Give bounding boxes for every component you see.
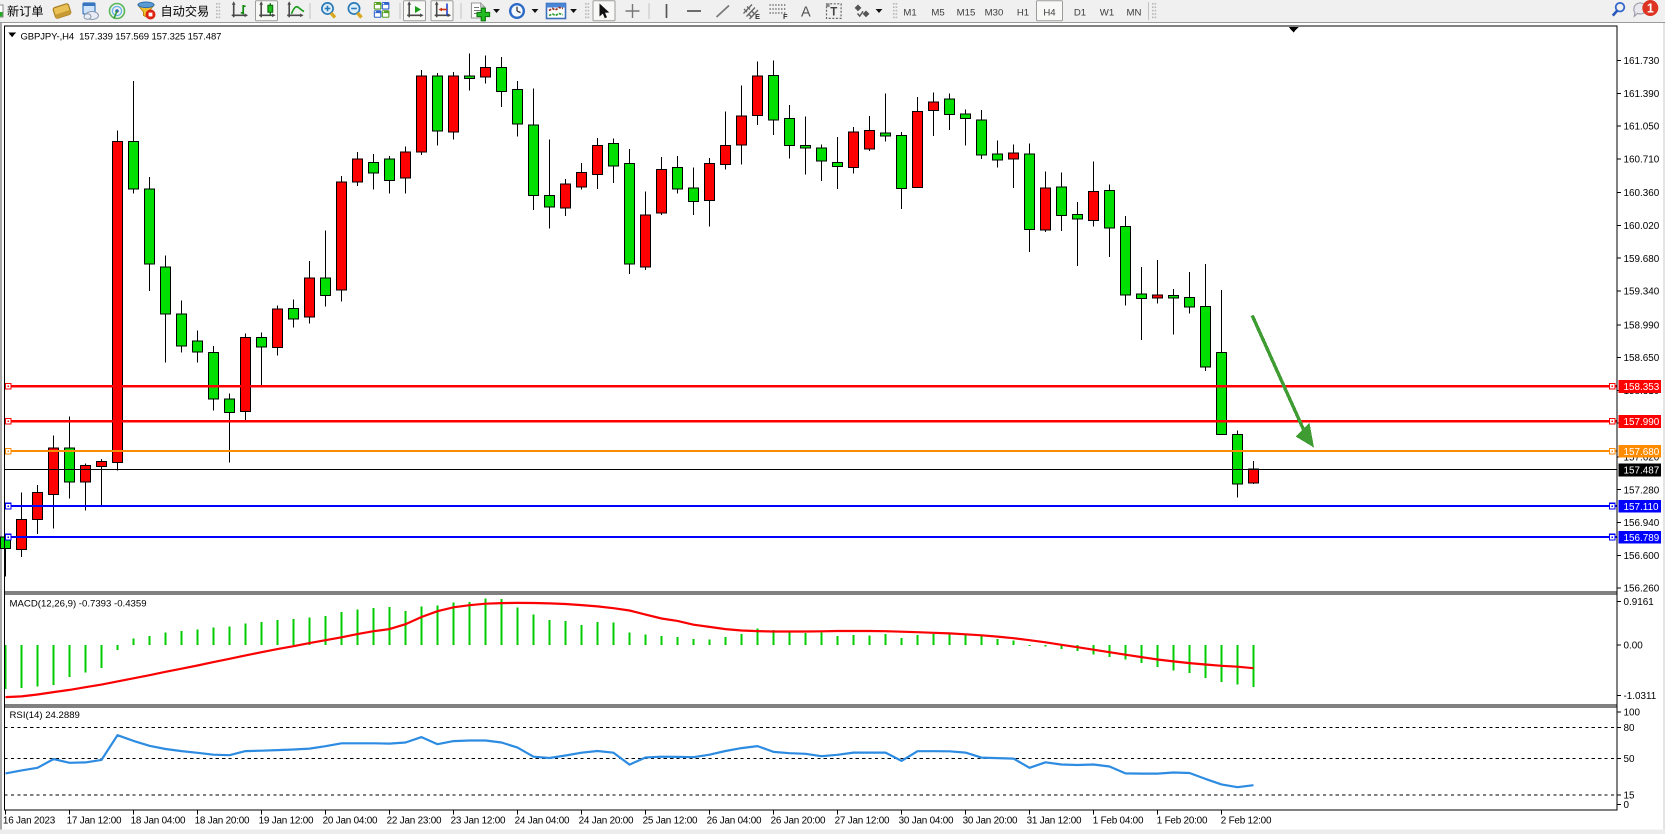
svg-text:31 Jan 12:00: 31 Jan 12:00	[1027, 816, 1082, 827]
svg-text:M30: M30	[985, 7, 1004, 18]
svg-text:18 Jan 04:00: 18 Jan 04:00	[131, 816, 186, 827]
svg-text:50: 50	[1624, 754, 1635, 765]
svg-text:H4: H4	[1043, 7, 1056, 18]
svg-text:25 Jan 12:00: 25 Jan 12:00	[643, 816, 698, 827]
svg-text:1: 1	[1647, 1, 1654, 15]
svg-text:新订单: 新订单	[7, 4, 44, 19]
svg-text:自动交易: 自动交易	[161, 4, 210, 19]
svg-text:157.110: 157.110	[1624, 502, 1659, 513]
svg-text:2 Feb 12:00: 2 Feb 12:00	[1221, 816, 1272, 827]
svg-text:E: E	[755, 12, 760, 21]
svg-text:A: A	[801, 5, 811, 21]
svg-text:MACD(12,26,9) -0.7393 -0.4359: MACD(12,26,9) -0.7393 -0.4359	[10, 598, 147, 609]
svg-text:30 Jan 20:00: 30 Jan 20:00	[963, 816, 1018, 827]
svg-text:100: 100	[1624, 708, 1641, 719]
svg-text:160.710: 160.710	[1624, 155, 1660, 166]
svg-text:159.680: 159.680	[1624, 254, 1660, 265]
svg-text:156.600: 156.600	[1624, 551, 1660, 562]
svg-text:0.9161: 0.9161	[1624, 597, 1655, 608]
svg-text:161.390: 161.390	[1624, 89, 1660, 100]
svg-text:18 Jan 20:00: 18 Jan 20:00	[195, 816, 250, 827]
svg-text:30 Jan 04:00: 30 Jan 04:00	[899, 816, 954, 827]
svg-text:157.280: 157.280	[1624, 485, 1660, 496]
svg-text:24 Jan 04:00: 24 Jan 04:00	[515, 816, 570, 827]
svg-text:27 Jan 12:00: 27 Jan 12:00	[835, 816, 890, 827]
svg-text:-1.0311: -1.0311	[1624, 691, 1657, 702]
svg-text:156.940: 156.940	[1624, 518, 1660, 529]
svg-text:M1: M1	[903, 7, 916, 18]
svg-text:156.789: 156.789	[1624, 533, 1660, 544]
svg-text:T: T	[830, 7, 837, 19]
svg-text:RSI(14) 24.2889: RSI(14) 24.2889	[10, 710, 80, 721]
svg-text:156.260: 156.260	[1624, 584, 1660, 595]
svg-text:F: F	[783, 12, 788, 21]
svg-text:26 Jan 04:00: 26 Jan 04:00	[707, 816, 762, 827]
svg-text:M15: M15	[957, 7, 976, 18]
svg-text:1 Feb 20:00: 1 Feb 20:00	[1157, 816, 1208, 827]
svg-text:15: 15	[1624, 791, 1635, 802]
svg-text:H1: H1	[1017, 7, 1029, 18]
svg-text:1 Feb 04:00: 1 Feb 04:00	[1093, 816, 1144, 827]
svg-text:23 Jan 12:00: 23 Jan 12:00	[451, 816, 506, 827]
svg-text:26 Jan 20:00: 26 Jan 20:00	[771, 816, 826, 827]
svg-text:MN: MN	[1127, 7, 1142, 18]
svg-text:20 Jan 04:00: 20 Jan 04:00	[323, 816, 378, 827]
svg-text:80: 80	[1624, 723, 1635, 734]
svg-text:161.730: 161.730	[1624, 56, 1660, 67]
svg-text:D1: D1	[1074, 7, 1086, 18]
svg-text:W1: W1	[1100, 7, 1114, 18]
svg-text:160.020: 160.020	[1624, 221, 1660, 232]
svg-text:158.990: 158.990	[1624, 320, 1660, 331]
svg-text:161.050: 161.050	[1624, 122, 1660, 133]
svg-text:17 Jan 12:00: 17 Jan 12:00	[67, 816, 122, 827]
svg-text:0.00: 0.00	[1624, 641, 1644, 652]
svg-text:159.340: 159.340	[1624, 287, 1660, 298]
svg-text:157.487: 157.487	[1624, 466, 1660, 477]
svg-text:157.620: 157.620	[1624, 453, 1660, 464]
svg-text:16 Jan 2023: 16 Jan 2023	[3, 816, 56, 827]
svg-text:157.990: 157.990	[1624, 417, 1660, 428]
svg-text:158.650: 158.650	[1624, 353, 1660, 364]
svg-text:157.680: 157.680	[1624, 447, 1660, 458]
svg-text:19 Jan 12:00: 19 Jan 12:00	[259, 816, 314, 827]
svg-text:24 Jan 20:00: 24 Jan 20:00	[579, 816, 634, 827]
svg-text:M5: M5	[931, 7, 944, 18]
svg-text:GBPJPY-,H4 157.339 157.569 15: GBPJPY-,H4 157.339 157.569 157.325 157.4…	[21, 31, 222, 42]
svg-text:160.360: 160.360	[1624, 188, 1660, 199]
svg-text:0: 0	[1624, 800, 1630, 811]
svg-text:158.353: 158.353	[1624, 382, 1660, 393]
svg-text:22 Jan 23:00: 22 Jan 23:00	[387, 816, 442, 827]
